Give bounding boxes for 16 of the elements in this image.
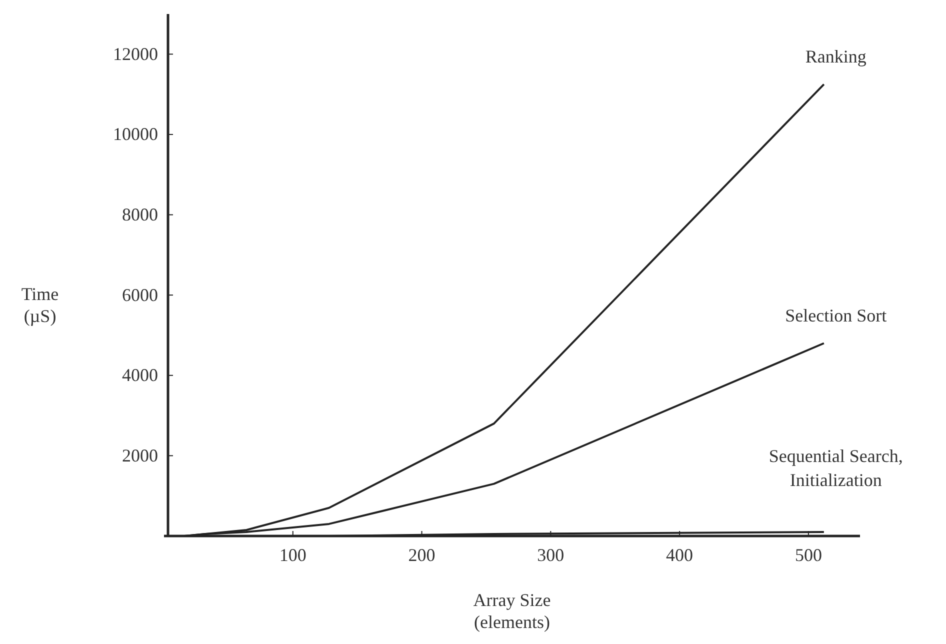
x-tick-label: 400 [666, 544, 694, 565]
y-tick-label: 10000 [113, 124, 158, 144]
x-tick-label: 100 [279, 544, 306, 565]
x-tick-label: 300 [537, 544, 564, 565]
series-label: Selection Sort [785, 305, 887, 326]
y-tick-label: 8000 [122, 204, 158, 225]
y-tick-label: 4000 [122, 365, 158, 386]
x-tick-label: 200 [408, 544, 436, 565]
x-axis-title: Array Size (elements) [473, 590, 551, 632]
y-tick-label: 12000 [113, 44, 158, 64]
series-label: Ranking [805, 46, 866, 66]
y-tick-label: 2000 [122, 445, 158, 466]
text: Sequential Search, Initialization [768, 446, 903, 490]
x-tick-label: 500 [794, 544, 822, 565]
y-tick-label: 6000 [122, 284, 158, 305]
y-axis-title: Time (µS) [21, 284, 59, 326]
